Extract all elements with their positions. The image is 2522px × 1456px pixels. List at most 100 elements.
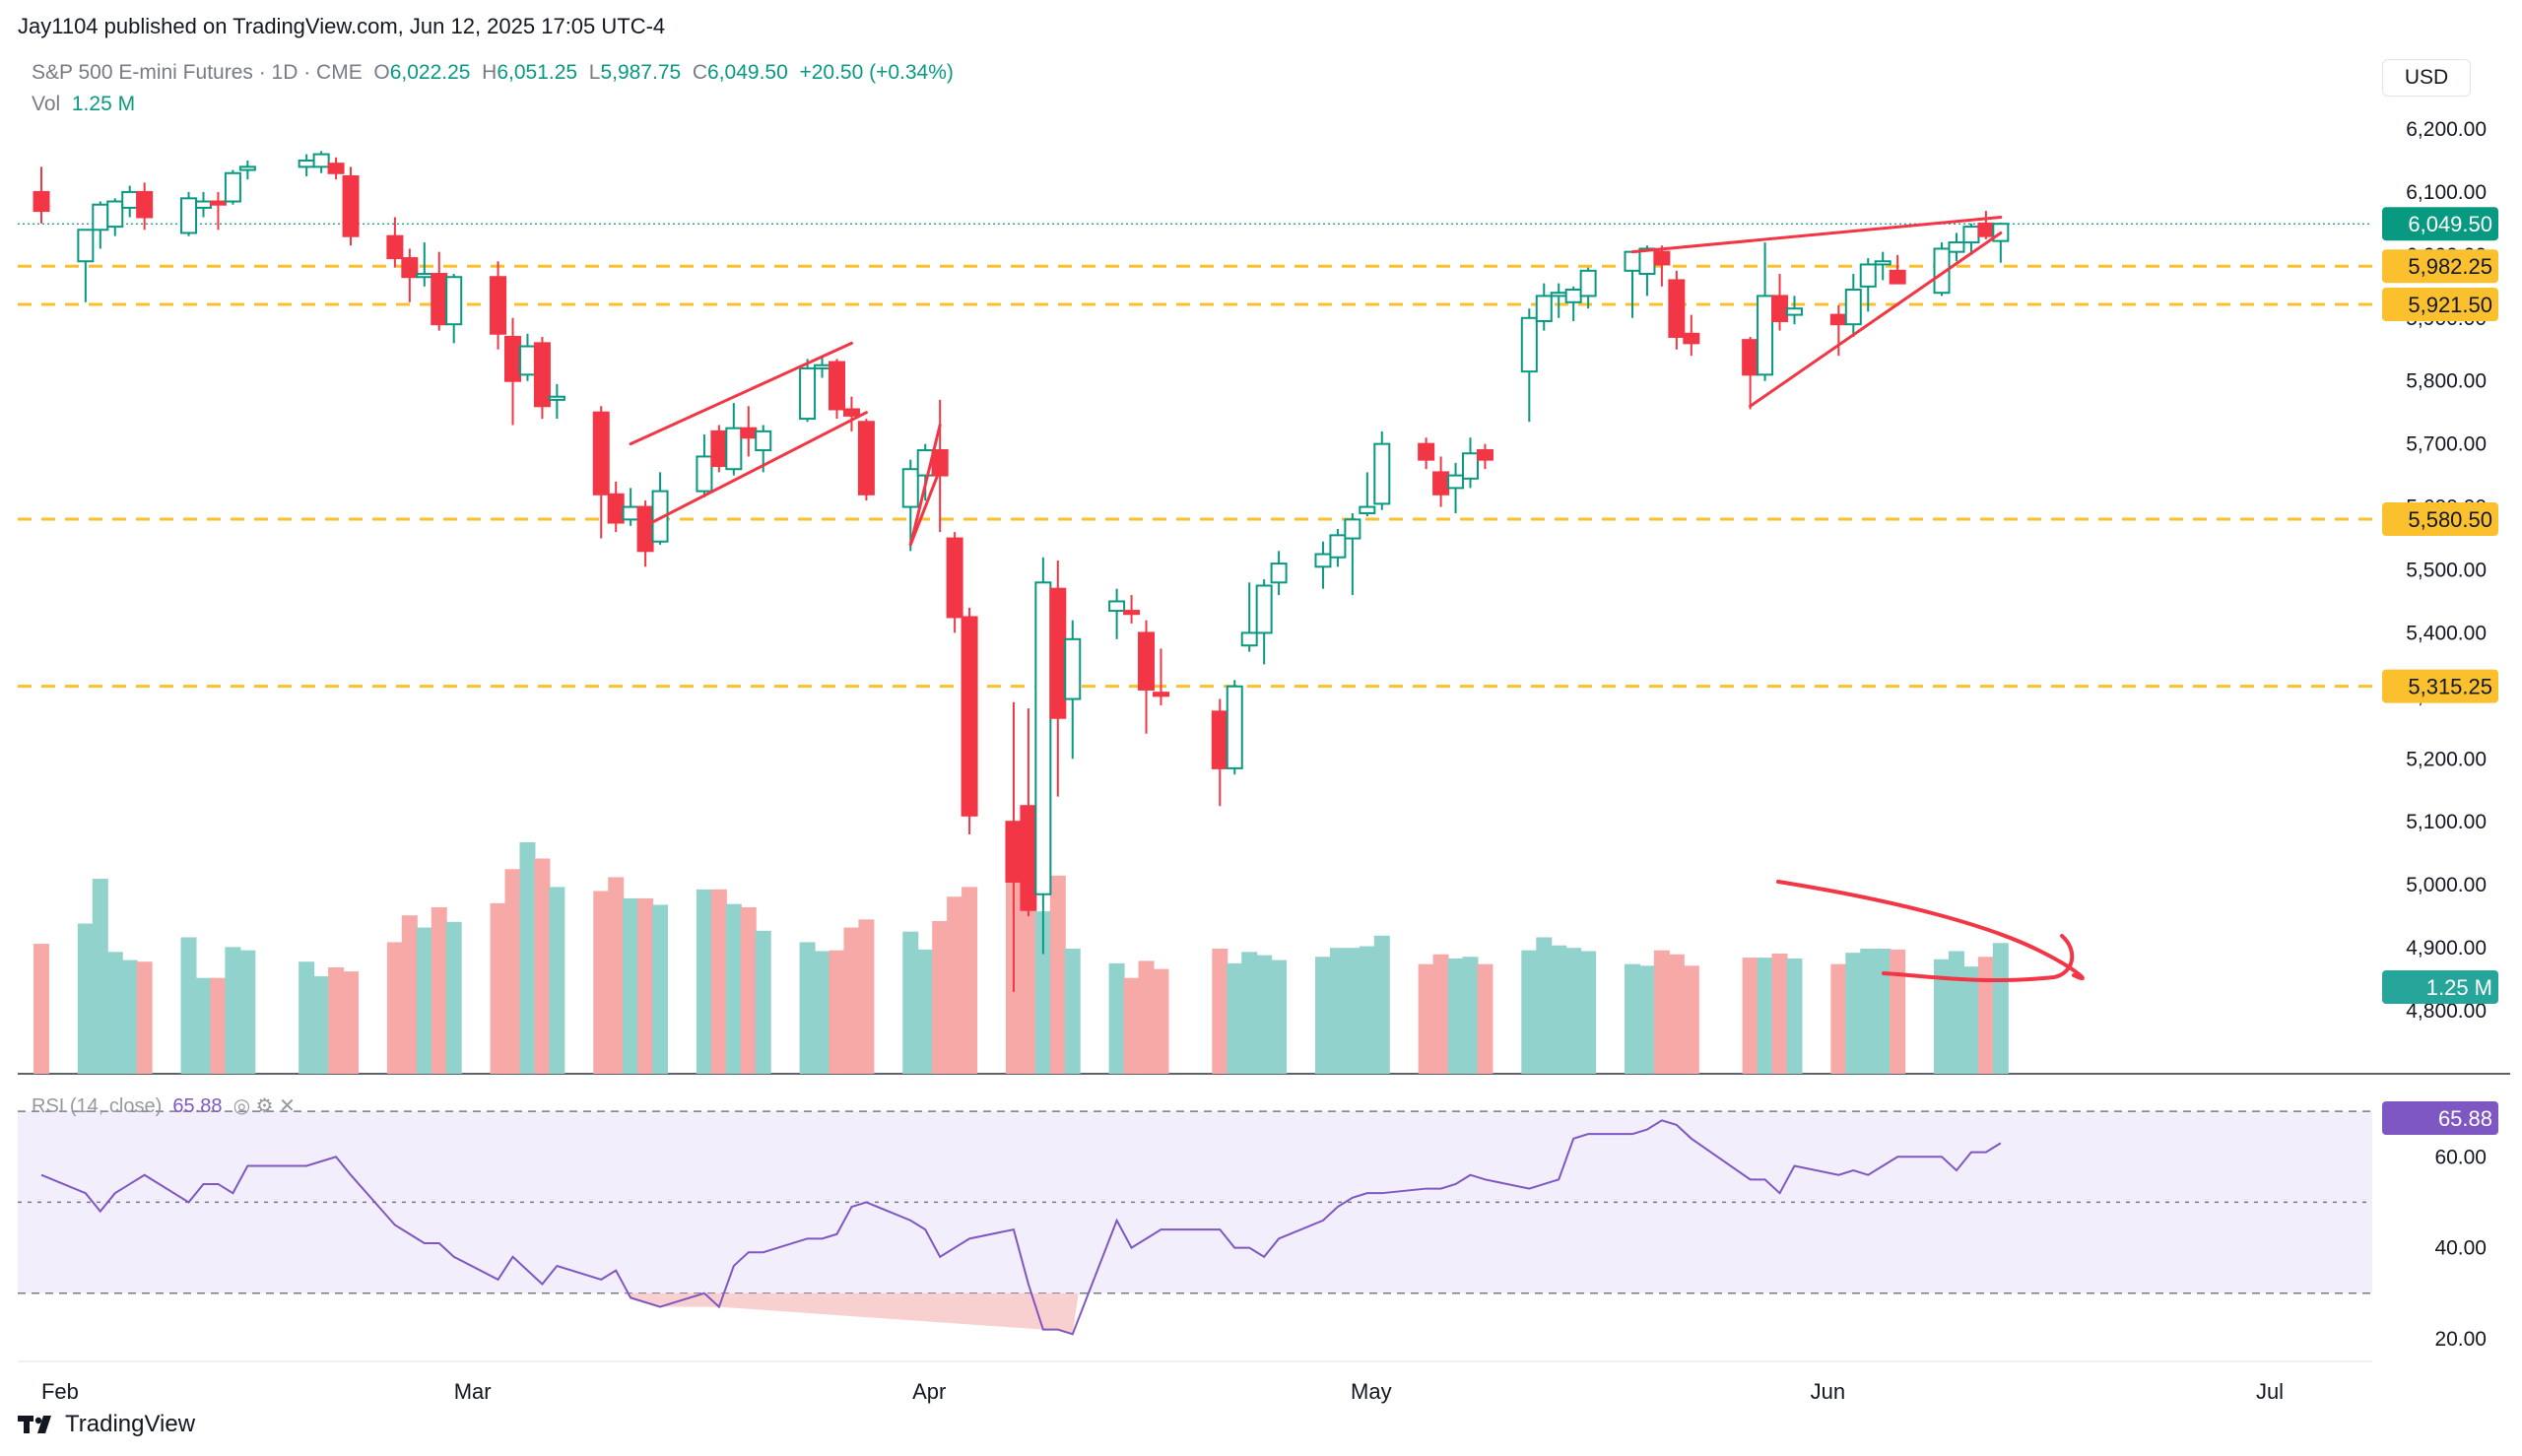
- march-end-wedge-upper[interactable]: [908, 423, 942, 547]
- candle-body: [1564, 289, 1582, 303]
- candle-body: [1329, 534, 1347, 559]
- settings-icon[interactable]: ⚙: [255, 1095, 274, 1117]
- candle-body: [1785, 307, 1803, 316]
- level-lines: [18, 223, 2372, 689]
- candle: [1123, 595, 1141, 624]
- volume-bar: [1064, 949, 1081, 1074]
- volume-bar: [1771, 953, 1788, 1074]
- volume-bar: [1624, 963, 1640, 1074]
- eye-icon[interactable]: ◎: [232, 1095, 251, 1117]
- level-tag-bg: [2382, 502, 2498, 537]
- volume-bar: [1153, 968, 1169, 1074]
- candle-body: [1226, 685, 1243, 769]
- march-end-wedge-lower[interactable]: [908, 467, 942, 547]
- candle-body: [1476, 449, 1493, 461]
- high-label: H: [482, 61, 498, 84]
- volume-bar: [947, 896, 963, 1074]
- candle: [828, 359, 845, 420]
- candle-body: [1049, 587, 1067, 719]
- volume-bar: [829, 950, 845, 1074]
- candle-body: [342, 174, 360, 237]
- volume-bar: [1638, 965, 1655, 1074]
- price-tick-label: 5,700.00: [2406, 433, 2487, 456]
- volume-bar: [519, 842, 536, 1074]
- candle-body: [857, 421, 875, 496]
- candle-body: [1948, 241, 1965, 253]
- candle-body: [828, 361, 845, 411]
- volume-bar: [917, 949, 934, 1074]
- volume-bar: [401, 915, 418, 1074]
- march-channel-upper[interactable]: [629, 341, 853, 446]
- candle-body: [490, 276, 507, 335]
- volume-bar: [1271, 960, 1288, 1074]
- volume-bar: [504, 869, 521, 1074]
- volume-bar: [1977, 957, 1994, 1074]
- level-tag: 5,921.50: [2408, 293, 2492, 317]
- candle: [194, 191, 212, 218]
- price-tick-label: 5,400.00: [2406, 622, 2487, 644]
- candle: [1152, 648, 1169, 705]
- march-channel-lower[interactable]: [643, 411, 868, 528]
- candle-body: [1462, 452, 1480, 480]
- volume-decline-arrow[interactable]: [1776, 880, 2085, 983]
- volume-bar: [1536, 937, 1553, 1074]
- candle-body: [77, 229, 95, 263]
- candle: [1064, 620, 1082, 760]
- volume-layer: [33, 842, 2009, 1074]
- volume-bar: [608, 877, 625, 1074]
- volume-bar: [1521, 950, 1538, 1074]
- candle: [1049, 560, 1067, 797]
- candle: [607, 482, 625, 533]
- candle-body: [445, 276, 463, 326]
- candle-body: [1270, 563, 1288, 584]
- symbol-legend: S&P 500 E-mini Futures · 1D · CME O6,022…: [32, 61, 954, 85]
- candle-body: [636, 505, 654, 553]
- candle: [1624, 250, 1641, 318]
- candle: [1476, 443, 1493, 470]
- candle: [1683, 314, 1700, 357]
- volume-bar: [299, 961, 315, 1074]
- candle: [1992, 223, 2010, 263]
- rsi-label[interactable]: RSI (14, close): [32, 1095, 163, 1117]
- symbol-name[interactable]: S&P 500 E-mini Futures · 1D · CME: [32, 61, 363, 84]
- volume-bar: [1653, 950, 1670, 1074]
- candle: [1108, 588, 1126, 639]
- candle-body: [1138, 631, 1156, 691]
- candle-body: [1123, 610, 1141, 616]
- volume-bar: [593, 891, 610, 1074]
- candle: [342, 166, 360, 246]
- volume-bar: [1020, 880, 1036, 1074]
- volume-bar: [710, 889, 727, 1074]
- candle-body: [194, 200, 212, 209]
- volume-bar: [1241, 952, 1258, 1074]
- candle-body: [1653, 250, 1671, 266]
- candle-body: [1005, 821, 1023, 883]
- volume-bar: [962, 887, 978, 1074]
- volume-bar: [33, 944, 49, 1074]
- volume-label[interactable]: Vol: [32, 93, 61, 115]
- close-icon[interactable]: ✕: [279, 1095, 296, 1117]
- volume-bar: [1890, 949, 1906, 1074]
- brand-name: TradingView: [65, 1411, 196, 1437]
- candle-body: [518, 345, 536, 376]
- candle-body: [1874, 260, 1892, 266]
- volume-bar: [180, 937, 197, 1074]
- currency-button[interactable]: USD: [2382, 59, 2471, 97]
- price-tick-label: 6,200.00: [2406, 118, 2487, 141]
- brand-footer[interactable]: TradingView: [18, 1411, 195, 1438]
- candle: [533, 336, 551, 420]
- candle: [136, 182, 154, 231]
- candle: [799, 359, 817, 423]
- candle: [1520, 308, 1538, 423]
- volume-bar: [1314, 957, 1331, 1074]
- trendline-drawings[interactable]: [629, 216, 2085, 983]
- price-tick-label: 5,200.00: [2406, 748, 2487, 770]
- candle-body: [1020, 805, 1037, 911]
- rsi-value-tag-bg: [2382, 1101, 2498, 1136]
- candle: [1535, 283, 1553, 331]
- candle: [696, 434, 713, 497]
- volume-bar: [1860, 949, 1877, 1074]
- rising-wedge-lower[interactable]: [1749, 231, 2003, 408]
- rising-wedge-upper[interactable]: [1630, 216, 2003, 254]
